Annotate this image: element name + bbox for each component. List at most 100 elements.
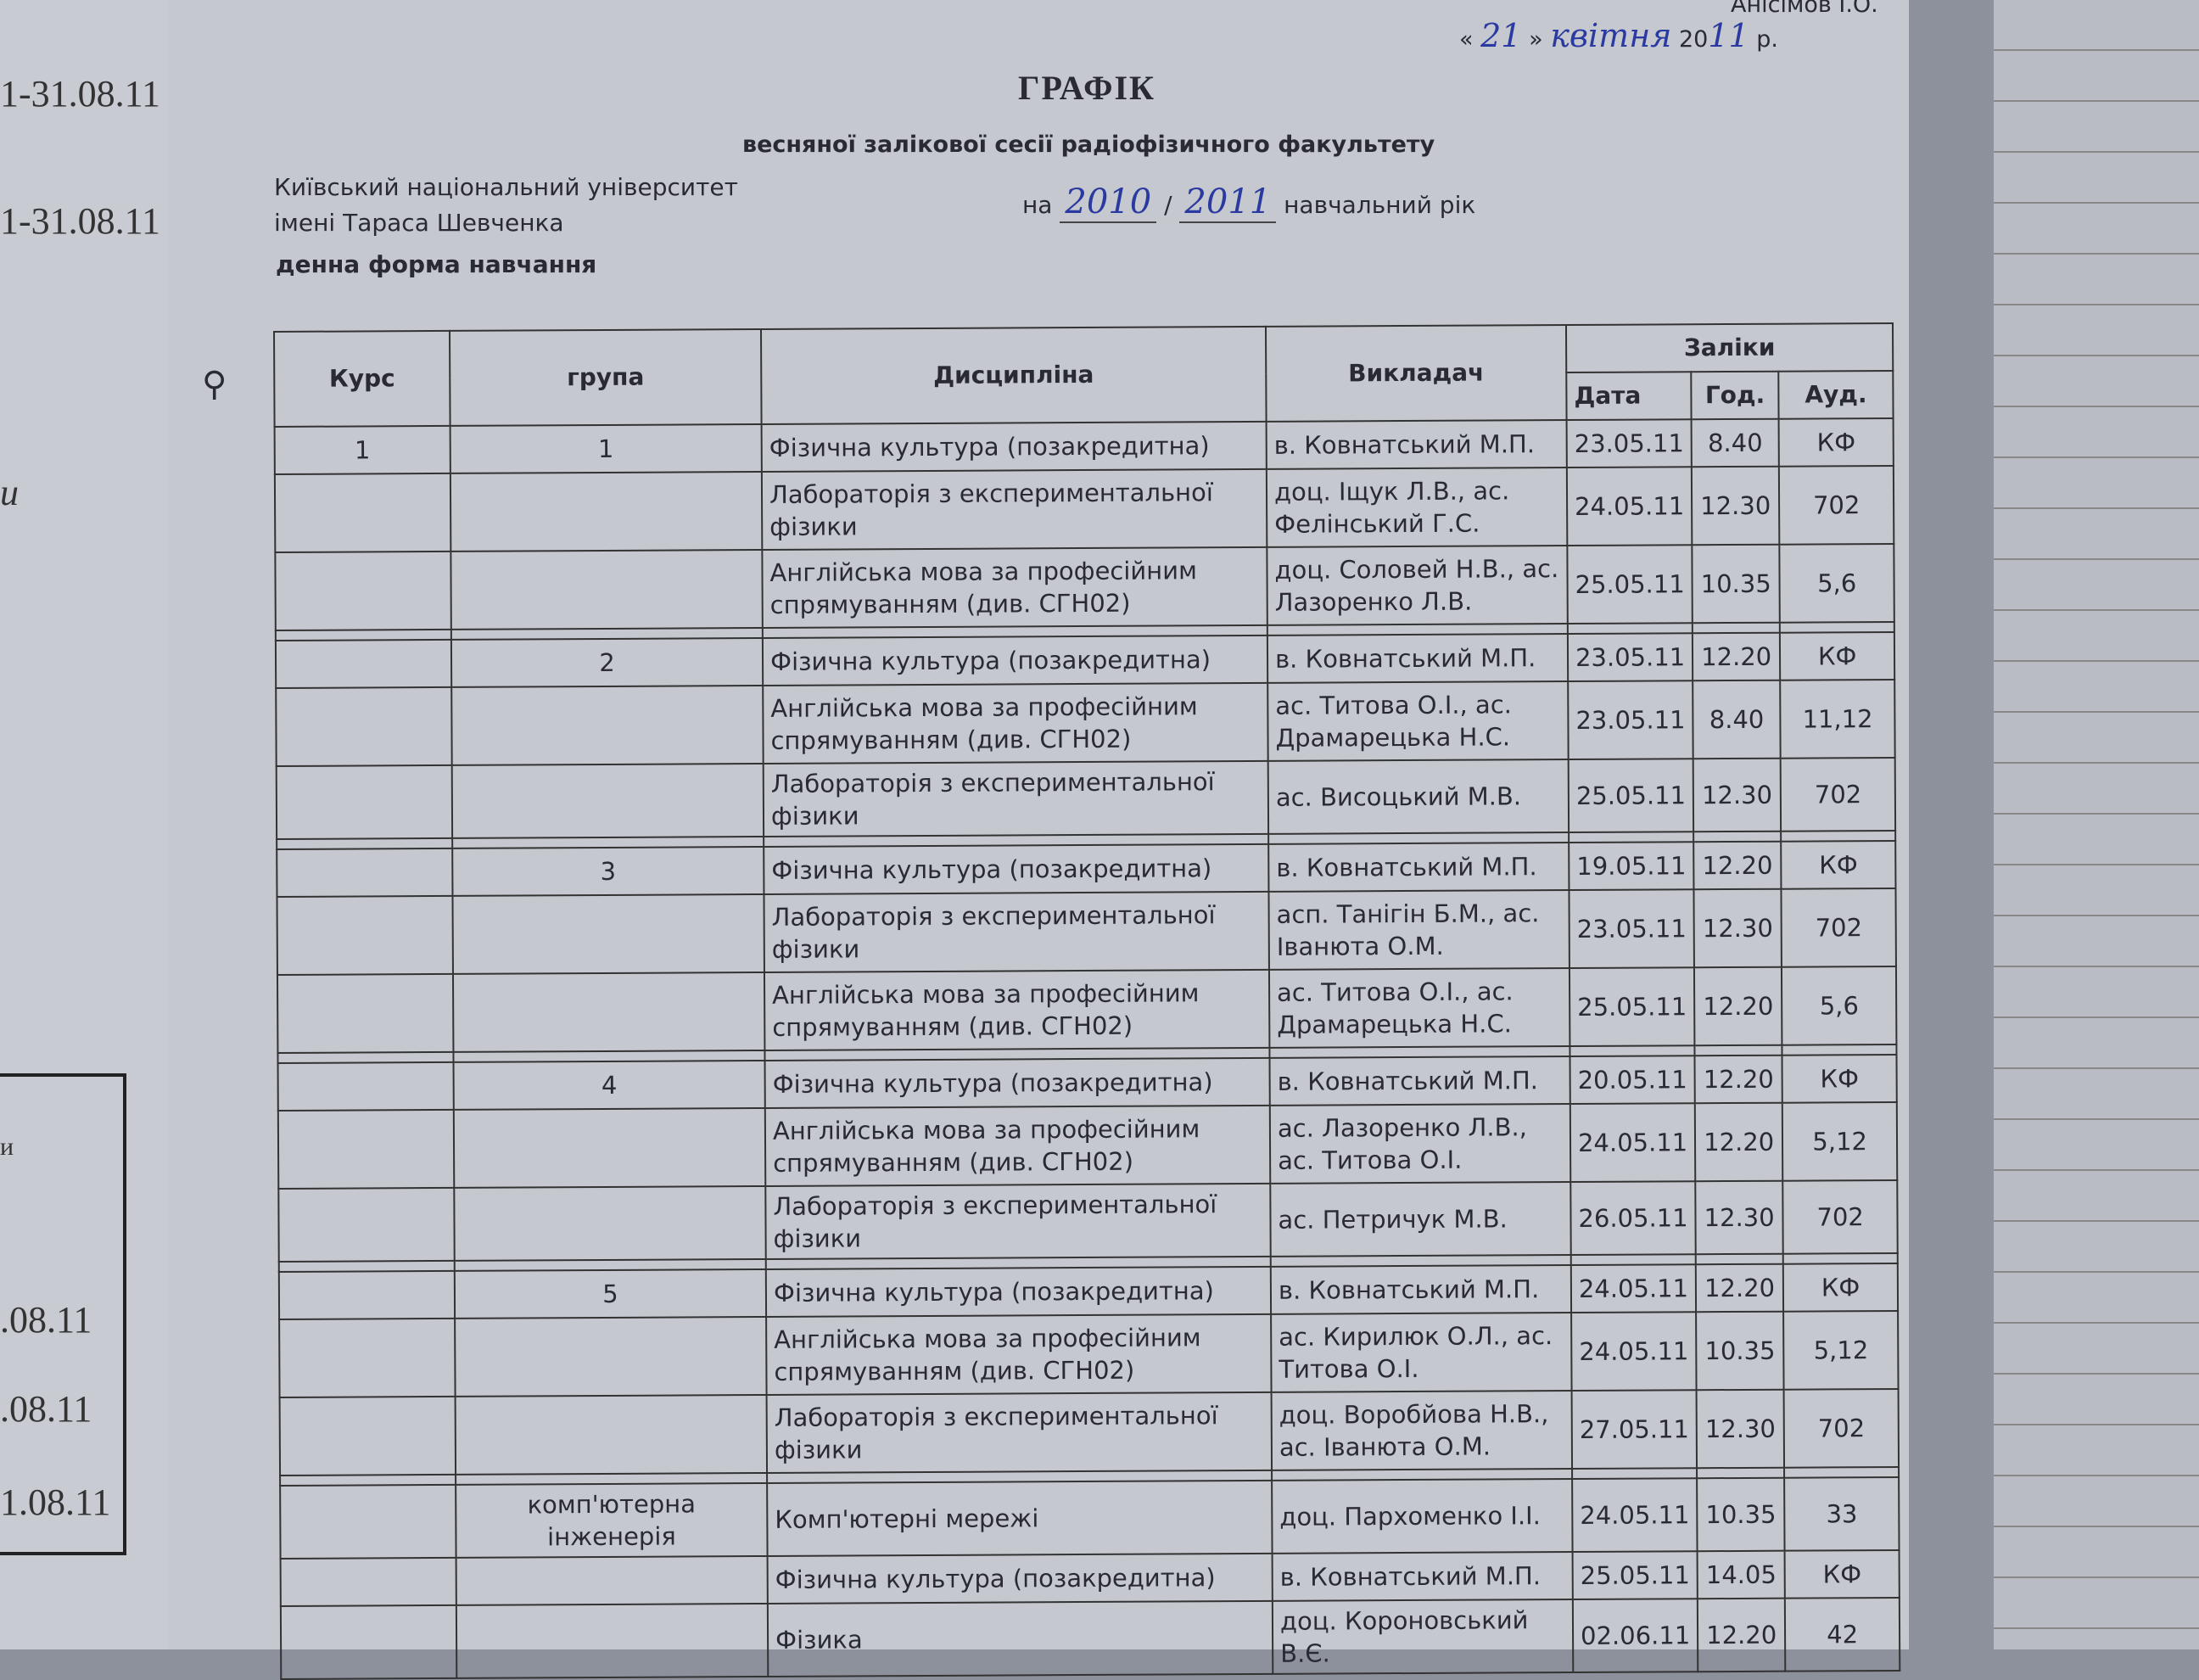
date-cell: 24.05.11 [1566,467,1693,546]
university-name: Київський національний університет імені… [274,170,738,241]
table-row: Англійська мова за професійним спрямуван… [275,544,1894,630]
course-cell [276,686,452,766]
table-row: Лабораторія з експериментальної фізики до… [274,466,1894,552]
separator-cell [1784,1466,1900,1478]
discipline-cell: Англійська мова за професійним спрямуван… [764,1105,1271,1186]
table-row: 5 Фізична культура (позакредитна) в. Ковна… [278,1263,1899,1319]
separator-cell [1570,1045,1695,1057]
course-cell [279,1396,456,1476]
year-to: 2011 [1179,182,1277,223]
course-cell: 1 [274,425,450,474]
group-cell [452,972,765,1052]
room-cell: 5,12 [1783,1310,1899,1390]
date-cell: 02.06.11 [1572,1599,1698,1672]
separator-cell [1572,1468,1698,1480]
table-row: Англійська мова за професійним спрямуван… [277,966,1897,1053]
separator-cell [1695,1253,1783,1265]
academic-year: на 2010 / 2011 навчальний рік [1022,182,1476,223]
date-cell: 23.05.11 [1566,419,1693,468]
time-cell: 12.20 [1697,1598,1786,1672]
room-cell: 5,6 [1779,544,1894,623]
time-cell: 10.35 [1696,1311,1784,1391]
header-course: Курс [274,330,450,427]
room-cell: КФ [1782,1263,1899,1312]
study-form: денна форма навчання [276,250,597,278]
date-month: квітня [1550,17,1672,54]
teacher-cell: доц. Короновський В.Є. [1272,1599,1574,1674]
time-cell: 12.20 [1694,966,1782,1046]
group-cell [454,1185,766,1261]
time-cell: 8.40 [1691,418,1780,468]
room-cell: КФ [1782,1054,1897,1103]
room-cell: 702 [1782,1179,1898,1254]
sheet-fragment: .08.11 [0,1388,92,1430]
discipline-cell: Лабораторія з експериментальної фізики [766,1392,1273,1473]
course-cell [280,1484,456,1559]
background-sheet-right [1994,0,2199,1649]
group-cell [456,1555,768,1605]
teacher-cell: в. Ковнатський М.П. [1269,1056,1570,1106]
group-cell: 1 [450,423,762,473]
room-cell: 33 [1784,1476,1900,1551]
date-cell: 23.05.11 [1567,633,1693,682]
time-cell: 12.20 [1694,1102,1783,1182]
time-cell: 12.30 [1693,888,1782,968]
date-cell: 24.05.11 [1571,1312,1697,1392]
header-date: Дата [1566,372,1692,421]
discipline-cell: Комп'ютерні мережі [767,1480,1273,1556]
date-prefix: « [1459,26,1474,53]
sheet-fragment: .08.11 [0,1299,92,1341]
separator-cell [1697,1467,1785,1479]
teacher-cell: ас. Лазоренко Л.В., ас. Титова О.І. [1269,1104,1571,1184]
discipline-cell: Англійська мова за професійним спрямуван… [764,969,1270,1050]
teacher-cell: ас. Титова О.І., ас. Драмарецька Н.С. [1267,681,1569,761]
course-cell [278,1187,455,1262]
time-cell: 12.30 [1696,1389,1785,1469]
year-from: 2010 [1060,182,1157,223]
time-cell: 14.05 [1697,1550,1785,1599]
table-row: Англійська мова за професійним спрямуван… [279,1310,1899,1397]
room-cell: 42 [1784,1597,1900,1672]
teacher-cell: в. Ковнатський М.П. [1272,1552,1573,1601]
course-cell [280,1557,456,1606]
date-cell: 19.05.11 [1569,842,1694,891]
time-cell: 12.20 [1694,1055,1782,1104]
group-cell: 4 [453,1060,765,1110]
course-cell [277,1061,454,1111]
table-row: Лабораторія з експериментальної фізики ас… [278,1179,1898,1262]
course-cell [276,764,453,839]
year-suffix: навчальний рік [1284,191,1476,219]
date-suffix: р. [1756,26,1779,53]
teacher-cell: ас. Титова О.І., ас. Драмарецька Н.С. [1268,968,1570,1048]
room-cell: 702 [1780,757,1896,832]
group-cell: 2 [450,637,764,687]
schedule-table: Курс група Дисципліна Викладач Заліки Да… [273,322,1900,1680]
date-year-prefix: 20 [1678,26,1709,53]
date-cell: 24.05.11 [1570,1264,1697,1313]
group-cell [450,549,763,630]
table-row: Фізика доц. Короновський В.Є. 02.06.11 12.2… [280,1597,1900,1679]
table-row: Фізична культура (позакредитна) в. Ковнат… [280,1549,1900,1606]
group-cell [451,685,764,765]
room-cell: КФ [1784,1549,1900,1599]
discipline-cell: Лабораторія з експериментальної фізики [763,760,1269,837]
separator-cell [1782,1044,1897,1056]
teacher-cell: ас. Висоцький М.В. [1267,759,1570,834]
university-line: імені Тараса Шевченка [274,209,564,237]
sheet-fragment: 1-31.08.11 [0,200,161,242]
separator-cell [1570,1254,1696,1266]
separator-cell [1569,832,1694,843]
group-cell [451,763,764,838]
sheet-fragment: и [0,1133,14,1161]
discipline-cell: Англійська мова за професійним спрямуван… [762,546,1267,628]
course-cell [279,1318,456,1397]
approval-date: « 21 » квітня 2011 р. [1459,17,1778,54]
separator-cell [1567,623,1693,635]
group-cell [452,893,764,974]
discipline-cell: Фізика [767,1600,1273,1677]
course-cell [278,1270,456,1319]
room-cell: 5,6 [1782,966,1897,1045]
discipline-cell: Лабораторія з експериментальної фізики [764,891,1269,972]
date-cell: 24.05.11 [1570,1103,1696,1183]
separator-cell [277,837,453,849]
